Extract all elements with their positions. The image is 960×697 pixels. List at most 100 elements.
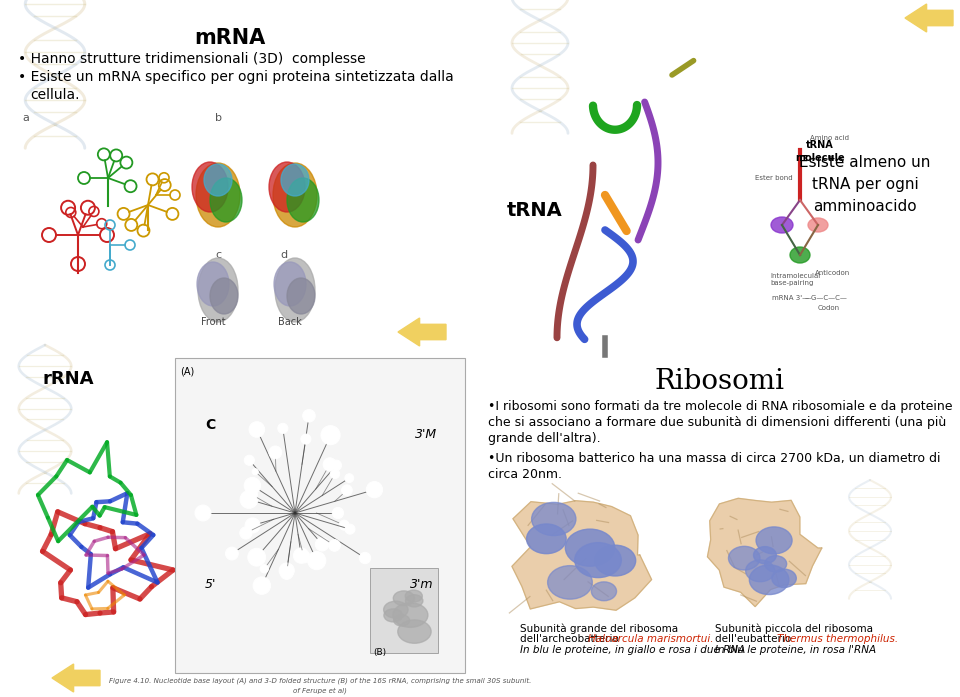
Circle shape: [321, 426, 340, 445]
Ellipse shape: [397, 620, 431, 643]
Ellipse shape: [729, 546, 760, 570]
Ellipse shape: [192, 162, 228, 212]
Text: grande dell'altra).: grande dell'altra).: [488, 432, 601, 445]
Ellipse shape: [394, 615, 410, 626]
Ellipse shape: [269, 162, 305, 212]
Text: In blu le proteine, in giallo e rosa i due RNA: In blu le proteine, in giallo e rosa i d…: [520, 645, 745, 655]
Text: 5': 5': [205, 578, 216, 591]
Text: dell'archeobatterio: dell'archeobatterio: [520, 634, 622, 644]
Circle shape: [294, 548, 309, 563]
Polygon shape: [512, 500, 652, 611]
Text: 3'M: 3'M: [415, 428, 437, 441]
Text: Ribosomi: Ribosomi: [655, 368, 785, 395]
Circle shape: [330, 469, 340, 479]
Circle shape: [298, 551, 310, 563]
Circle shape: [324, 458, 336, 471]
Ellipse shape: [594, 545, 636, 576]
Circle shape: [252, 468, 258, 475]
Ellipse shape: [808, 218, 828, 232]
Text: Esiste almeno un
tRNA per ogni
amminoacido: Esiste almeno un tRNA per ogni amminoaci…: [800, 155, 930, 215]
Text: tRNA
molecule: tRNA molecule: [795, 140, 845, 163]
Polygon shape: [708, 498, 822, 606]
Text: •I ribosomi sono formati da tre molecole di RNA ribosomiale e da proteine: •I ribosomi sono formati da tre molecole…: [488, 400, 952, 413]
Circle shape: [302, 409, 315, 422]
Text: —G—C—C—: —G—C—C—: [805, 295, 848, 301]
Text: (B): (B): [373, 648, 386, 657]
Text: C: C: [205, 418, 215, 432]
Ellipse shape: [197, 262, 229, 306]
Circle shape: [307, 551, 325, 569]
Circle shape: [269, 446, 282, 459]
Text: b: b: [215, 113, 222, 123]
Circle shape: [367, 482, 383, 498]
Circle shape: [331, 460, 342, 470]
Text: Subunità piccola del ribosoma: Subunità piccola del ribosoma: [715, 623, 873, 634]
Circle shape: [315, 537, 329, 551]
Circle shape: [248, 549, 266, 566]
Text: Amino acid: Amino acid: [810, 135, 849, 141]
Circle shape: [345, 524, 355, 534]
Ellipse shape: [384, 609, 402, 622]
Text: che si associano a formare due subunità di dimensioni differenti (una più: che si associano a formare due subunità …: [488, 416, 947, 429]
Text: Thermus thermophilus.: Thermus thermophilus.: [777, 634, 899, 644]
Ellipse shape: [765, 556, 786, 572]
Text: • Esiste un mRNA specifico per ogni proteina sintetizzata dalla: • Esiste un mRNA specifico per ogni prot…: [18, 70, 454, 84]
Text: Intramolecular
base-pairing: Intramolecular base-pairing: [770, 273, 821, 286]
Text: dell'eubatterio: dell'eubatterio: [715, 634, 795, 644]
Circle shape: [345, 474, 353, 482]
Text: c: c: [215, 250, 221, 260]
FancyArrow shape: [398, 318, 446, 346]
Text: Subunità grande del ribosoma: Subunità grande del ribosoma: [520, 623, 678, 634]
FancyArrow shape: [52, 664, 100, 692]
Text: of Ferupe et al): of Ferupe et al): [293, 687, 347, 694]
Circle shape: [277, 423, 288, 434]
Text: • Hanno strutture tridimensionali (3D)  complesse: • Hanno strutture tridimensionali (3D) c…: [18, 52, 366, 66]
Circle shape: [244, 455, 254, 466]
Ellipse shape: [565, 529, 614, 566]
Text: 3'm: 3'm: [410, 578, 434, 591]
Text: In blu le proteine, in rosa l'RNA: In blu le proteine, in rosa l'RNA: [715, 645, 876, 655]
Bar: [175, 358, 465, 673]
Bar: [370, 568, 438, 653]
Text: (A): (A): [180, 366, 194, 376]
Ellipse shape: [772, 569, 796, 588]
Circle shape: [226, 547, 238, 560]
Ellipse shape: [287, 178, 319, 222]
Circle shape: [280, 567, 293, 579]
Circle shape: [245, 488, 257, 500]
Circle shape: [359, 552, 371, 564]
Ellipse shape: [405, 595, 423, 607]
Circle shape: [300, 434, 311, 444]
Ellipse shape: [394, 591, 415, 606]
Ellipse shape: [591, 582, 616, 601]
Text: mRNA 3'—: mRNA 3'—: [772, 295, 809, 301]
Circle shape: [249, 422, 265, 437]
Text: d: d: [280, 250, 287, 260]
Ellipse shape: [405, 590, 422, 602]
Text: Ester bond: Ester bond: [755, 175, 793, 181]
Text: Back: Back: [278, 317, 301, 327]
Ellipse shape: [274, 262, 306, 306]
Text: Codon: Codon: [818, 305, 840, 311]
FancyArrow shape: [905, 4, 953, 32]
Circle shape: [240, 527, 252, 539]
Circle shape: [240, 491, 258, 508]
Ellipse shape: [275, 258, 315, 322]
Circle shape: [253, 577, 271, 595]
Circle shape: [328, 539, 341, 551]
Text: mRNA: mRNA: [194, 28, 266, 48]
Circle shape: [342, 485, 352, 496]
Circle shape: [279, 563, 295, 578]
Ellipse shape: [384, 601, 408, 618]
Text: Front: Front: [201, 317, 226, 327]
Circle shape: [332, 507, 344, 519]
Ellipse shape: [547, 566, 592, 599]
Text: Figure 4.10. Nucleotide base layout (A) and 3-D folded structure (B) of the 16S : Figure 4.10. Nucleotide base layout (A) …: [108, 677, 531, 684]
Ellipse shape: [754, 546, 777, 564]
Circle shape: [195, 505, 211, 521]
Text: rRNA: rRNA: [42, 370, 94, 388]
Ellipse shape: [273, 163, 317, 227]
Ellipse shape: [756, 527, 792, 554]
Ellipse shape: [210, 178, 242, 222]
Ellipse shape: [204, 164, 232, 196]
